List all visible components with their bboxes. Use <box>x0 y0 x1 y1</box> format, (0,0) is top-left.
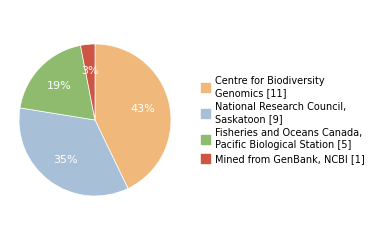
Text: 43%: 43% <box>131 104 155 114</box>
Wedge shape <box>19 108 128 196</box>
Wedge shape <box>81 44 95 120</box>
Text: 35%: 35% <box>53 155 78 165</box>
Text: 3%: 3% <box>81 66 99 76</box>
Legend: Centre for Biodiversity
Genomics [11], National Research Council,
Saskatoon [9],: Centre for Biodiversity Genomics [11], N… <box>199 74 367 166</box>
Text: 19%: 19% <box>47 81 72 91</box>
Wedge shape <box>20 45 95 120</box>
Wedge shape <box>95 44 171 188</box>
